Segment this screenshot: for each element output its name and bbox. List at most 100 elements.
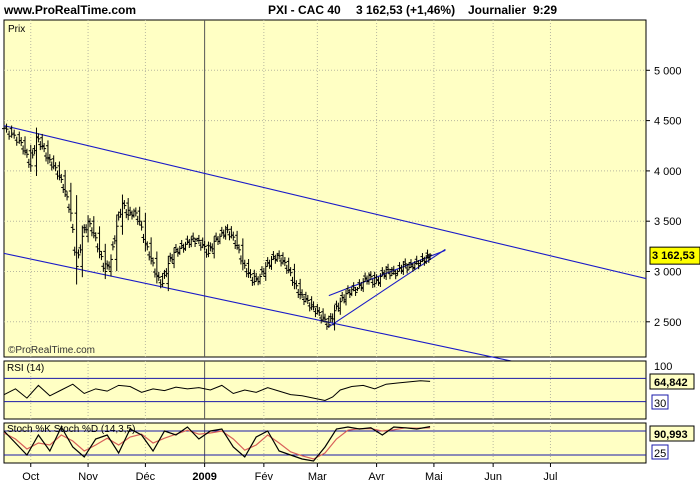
price-bar: [110, 241, 115, 251]
rsi-series: [3, 380, 431, 401]
price-bar: [393, 270, 398, 280]
price-bar: [282, 257, 287, 267]
price-bar: [225, 224, 230, 234]
x-tick-label: Fév: [255, 471, 274, 483]
price-y-axis: 2 500 3 000 3 500 4 000 4 500 5 000: [646, 65, 682, 329]
price-bar: [2, 127, 6, 131]
stoch-last-label: 90,993: [654, 429, 688, 441]
y-tick-label: 2 500: [654, 317, 682, 329]
price-bar: [372, 271, 377, 288]
x-tick-label: Jun: [484, 471, 502, 483]
price-bar: [395, 269, 400, 276]
price-bar: [338, 297, 343, 315]
price-bar: [109, 254, 113, 277]
x-tick-label: Déc: [136, 471, 156, 483]
price-bar: [311, 301, 316, 311]
price-bar: [42, 143, 47, 153]
rsi-grid: [30, 361, 551, 419]
rsi-title: RSI (14): [7, 363, 44, 374]
rsi-last-label: 64,842: [654, 377, 688, 389]
price-bar: [217, 233, 222, 245]
y-tick-label: 3 000: [654, 266, 682, 278]
price-bar: [416, 260, 421, 270]
price-bar: [7, 130, 12, 140]
stoch-panel[interactable]: [3, 422, 647, 464]
price-bar: [12, 129, 17, 139]
stoch-title: Stoch %K Stoch %D (14,3,5): [7, 424, 135, 435]
price-bar: [74, 195, 79, 285]
price-bar: [36, 133, 41, 143]
price-bar: [332, 305, 337, 331]
stoch-level-label: 25: [654, 448, 666, 460]
price-bar: [14, 136, 19, 146]
x-tick-label: Jul: [543, 471, 557, 483]
x-axis: Oct Nov Déc 2009 Fév Mar Avr Mai Jun Jul: [22, 463, 557, 483]
x-tick-label: Mar: [308, 471, 327, 483]
price-bar: [386, 263, 391, 273]
y-tick-label: 3 500: [654, 216, 682, 228]
price-bar: [428, 253, 433, 260]
price-bar: [87, 218, 92, 228]
period-label: Journalier: [468, 3, 526, 17]
price-bar: [151, 257, 156, 267]
price-bar: [242, 259, 247, 269]
price-bar: [156, 271, 161, 281]
channel-top: [3, 125, 647, 280]
price-panel-label: Prix: [8, 24, 25, 35]
site-title[interactable]: www.ProRealTime.com: [3, 3, 136, 17]
price-bar: [80, 225, 85, 278]
price-bar: [368, 271, 373, 281]
price-bar: [4, 123, 9, 133]
price-bar: [99, 251, 104, 261]
x-tick-label: Mai: [425, 471, 443, 483]
price-bar: [24, 148, 29, 158]
x-tick-label: Avr: [368, 471, 385, 483]
watermark: ©ProRealTime.com: [8, 345, 95, 356]
stoch-series: [3, 425, 431, 462]
price-bar: [196, 234, 201, 244]
rsi-panel[interactable]: [3, 360, 647, 420]
price-bar: [317, 307, 322, 317]
x-tick-label: Nov: [78, 471, 98, 483]
price-bar: [288, 267, 293, 277]
rsi-line: [3, 377, 646, 403]
price-bar: [277, 250, 282, 260]
price-bar: [206, 241, 211, 258]
price-bar: [139, 221, 144, 231]
price-bar: [68, 182, 73, 222]
price-bar: [76, 249, 81, 259]
rsi-level-label: 30: [654, 398, 666, 410]
price-panel[interactable]: [3, 19, 647, 358]
price-bar: [30, 149, 35, 159]
price-bar: [70, 223, 75, 233]
price-bar: [93, 232, 98, 242]
price-bar: [47, 154, 52, 164]
stoch-lines: [3, 425, 646, 462]
price-bar: [59, 173, 64, 183]
quote-value: 3 162,53 (+1,46%): [356, 3, 455, 17]
price-bar: [65, 191, 70, 201]
price-bar: [137, 206, 142, 226]
price-bar: [9, 125, 14, 138]
price-bar: [145, 241, 150, 251]
y-tick-label: 4 500: [654, 116, 682, 128]
price-bar: [258, 273, 263, 285]
x-tick-label: 2009: [192, 471, 216, 483]
price-bar: [103, 243, 108, 280]
price-bar: [202, 240, 207, 251]
price-bar: [263, 262, 268, 281]
price-bars: [2, 123, 433, 331]
price-bar: [353, 286, 358, 296]
channel-bottom: [3, 252, 526, 365]
instrument-name: PXI - CAC 40: [268, 3, 341, 17]
price-bar: [53, 162, 58, 172]
price-bar: [248, 269, 253, 279]
price-bar: [305, 294, 310, 305]
price-bar: [166, 255, 171, 292]
y-tick-label: 5 000: [654, 65, 682, 77]
price-bar: [63, 169, 68, 198]
price-bar: [160, 273, 165, 288]
price-bar: [231, 231, 236, 241]
rsi-tick-100: 100: [654, 361, 672, 373]
